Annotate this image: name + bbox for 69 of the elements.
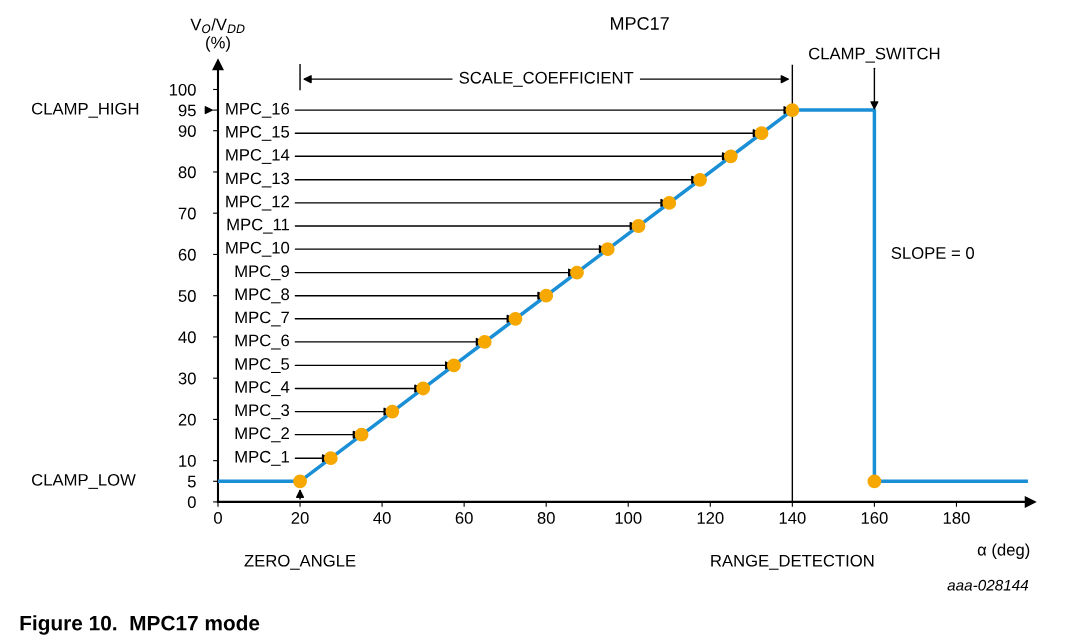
text: ZERO_ANGLE bbox=[244, 554, 356, 570]
annotation: MPC_7 bbox=[235, 311, 289, 327]
point bbox=[508, 311, 523, 326]
annotation: MPC_16 bbox=[226, 102, 290, 118]
point bbox=[754, 126, 769, 141]
y-tick-label: 70 bbox=[178, 207, 196, 220]
y-tick-label: 10 bbox=[179, 455, 196, 467]
annotation: MPC_12 bbox=[226, 195, 289, 211]
y-tick-label: 100 bbox=[169, 83, 196, 96]
x-tick-label: 100 bbox=[615, 512, 642, 524]
x-tick-label: 80 bbox=[537, 512, 555, 524]
point bbox=[293, 474, 307, 489]
annotation: MPC_13 bbox=[226, 172, 290, 188]
annotation: MPC_9 bbox=[235, 265, 289, 281]
annotation: MPC_11 bbox=[227, 218, 289, 234]
y-tick-label: 30 bbox=[178, 372, 196, 385]
annotation: CLAMP_SWITCH bbox=[809, 47, 940, 63]
y-tick-label: 50 bbox=[178, 290, 196, 302]
annotation: MPC_3 bbox=[235, 404, 290, 420]
x-tick-label: 40 bbox=[373, 512, 391, 524]
annotation: MPC_10 bbox=[226, 241, 290, 257]
y-tick-label: 5 bbox=[187, 475, 196, 488]
point bbox=[477, 334, 492, 349]
y-tick-label: 80 bbox=[178, 166, 196, 179]
point bbox=[416, 381, 431, 396]
ref-line-label: RANGE_DETECTION bbox=[711, 554, 874, 570]
y-tick-label: 20 bbox=[178, 413, 196, 426]
point bbox=[354, 427, 369, 442]
point bbox=[631, 219, 646, 233]
x-axis-title: α (deg) bbox=[977, 543, 1030, 559]
text: CLAMP_HIGH bbox=[32, 102, 139, 118]
point bbox=[539, 288, 554, 303]
point bbox=[570, 265, 584, 280]
annotation: MPC_6 bbox=[235, 334, 290, 350]
x-tick-label: 20 bbox=[291, 512, 309, 524]
point bbox=[693, 172, 707, 187]
annotation: SLOPE = 0 bbox=[891, 247, 974, 259]
annotation: SCALE_COEFFICIENT bbox=[459, 71, 634, 87]
text: CLAMP_LOW bbox=[32, 473, 136, 489]
y-axis-title: V$_{O}$/V$_{DD}$ (%) bbox=[190, 18, 245, 52]
point bbox=[867, 474, 882, 489]
y-tick-label: 95 bbox=[178, 104, 196, 117]
annotation: MPC_2 bbox=[235, 427, 289, 443]
x-tick-label: 180 bbox=[943, 512, 970, 524]
chart-title: MPC17 bbox=[610, 17, 669, 30]
annotation: MPC_15 bbox=[226, 125, 290, 141]
x-tick-label: 140 bbox=[779, 512, 806, 524]
x-tick-label: 0 bbox=[214, 512, 222, 524]
x-tick-label: 160 bbox=[861, 512, 888, 524]
point bbox=[662, 195, 677, 210]
point bbox=[785, 103, 800, 118]
x-tick-label: 120 bbox=[697, 512, 724, 524]
y-tick-label: 90 bbox=[178, 125, 196, 137]
point bbox=[323, 451, 338, 466]
caption: Figure 10. MPC17 mode bbox=[20, 615, 260, 635]
annotation: MPC_14 bbox=[226, 148, 290, 164]
point bbox=[600, 242, 615, 256]
annotation: MPC_4 bbox=[235, 381, 290, 397]
point bbox=[446, 358, 461, 373]
text: aaa-028144 bbox=[947, 579, 1029, 591]
y-tick-label: 60 bbox=[178, 248, 196, 261]
annotation: MPC_1 bbox=[235, 450, 289, 466]
y-tick-label: 40 bbox=[178, 331, 196, 344]
annotation: MPC_8 bbox=[235, 288, 290, 304]
point bbox=[385, 404, 400, 419]
point bbox=[723, 149, 738, 164]
y-tick-label: 0 bbox=[187, 496, 196, 509]
x-tick-label: 60 bbox=[455, 512, 473, 524]
annotation: MPC_5 bbox=[235, 358, 290, 374]
